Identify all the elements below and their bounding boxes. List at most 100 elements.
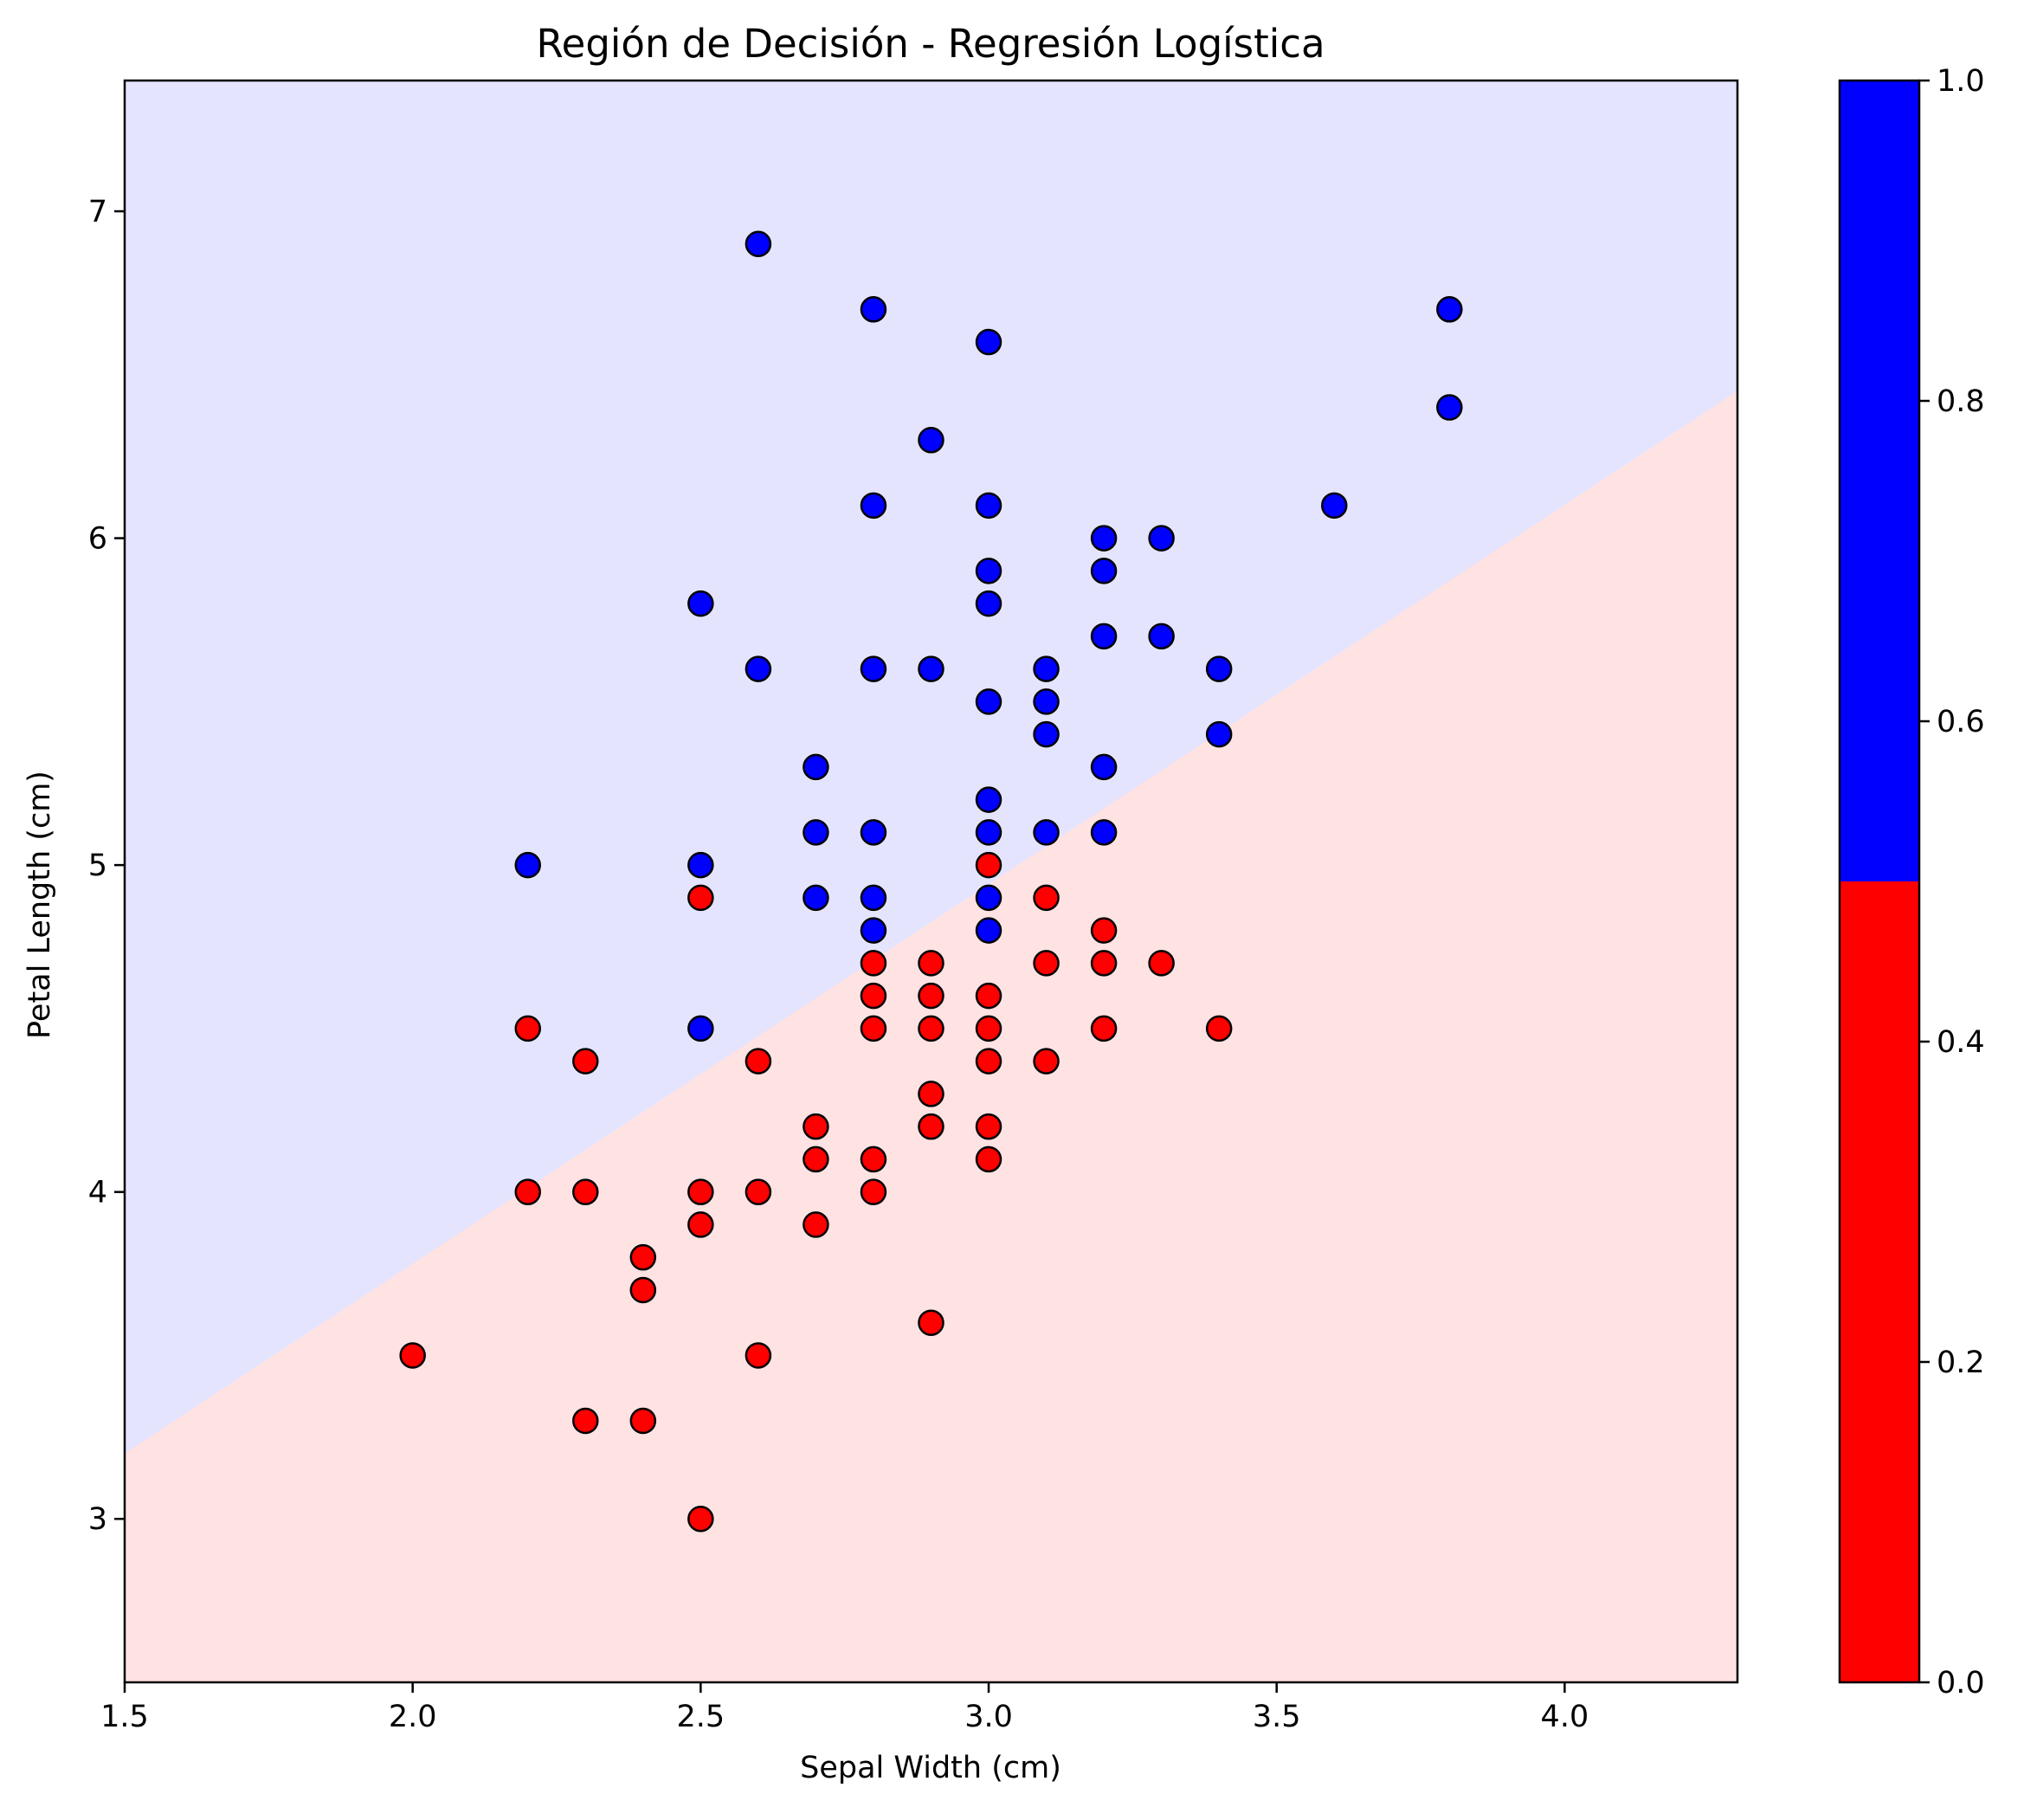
data-point	[1090, 1015, 1118, 1042]
data-point	[744, 655, 772, 682]
data-point	[744, 1048, 772, 1075]
y-axis-label: Petal Length (cm)	[23, 771, 57, 1039]
x-tick-label: 1.5	[100, 1700, 149, 1734]
data-point	[399, 1342, 426, 1369]
colorbar-tick-label: 0.2	[1937, 1346, 1985, 1380]
data-point	[514, 1015, 541, 1042]
y-tick-label: 5	[88, 849, 107, 883]
x-tick-label: 3.0	[964, 1700, 1013, 1734]
data-point	[860, 655, 887, 682]
data-point	[975, 558, 1002, 584]
data-point	[1033, 720, 1060, 748]
decision-region-class-1	[125, 81, 1737, 1454]
data-point	[975, 884, 1002, 912]
data-point	[514, 851, 541, 879]
data-point	[860, 1146, 887, 1173]
data-point	[975, 590, 1002, 617]
data-point	[572, 1178, 599, 1205]
colorbar-low-segment	[1840, 881, 1919, 1682]
data-point	[629, 1276, 657, 1304]
data-point	[1205, 1015, 1233, 1042]
data-point	[744, 230, 772, 258]
data-point	[860, 917, 887, 944]
y-axis: 3 4 5 6 7	[88, 195, 125, 1537]
data-point	[1090, 819, 1118, 846]
data-point	[687, 1015, 714, 1042]
data-point	[860, 1178, 887, 1205]
data-point	[803, 1211, 829, 1238]
data-point	[918, 655, 944, 682]
data-point	[975, 982, 1002, 1010]
colorbar-tick-label: 0.8	[1937, 384, 1985, 419]
data-point	[918, 950, 944, 977]
x-axis-label: Sepal Width (cm)	[800, 1751, 1061, 1785]
data-point	[514, 1178, 541, 1205]
data-point	[860, 950, 887, 977]
data-point	[975, 328, 1002, 356]
data-point	[918, 1113, 944, 1140]
plot-area	[123, 79, 1739, 1684]
data-point	[1033, 884, 1060, 912]
data-point	[975, 786, 1002, 813]
data-point	[860, 884, 887, 912]
data-point	[687, 1211, 714, 1238]
data-point	[860, 982, 887, 1010]
data-point	[572, 1048, 599, 1075]
data-point	[1090, 917, 1118, 944]
data-point	[975, 492, 1002, 520]
data-point	[1090, 753, 1118, 781]
data-point	[918, 427, 944, 454]
data-point	[1436, 394, 1463, 421]
data-point	[918, 1309, 944, 1336]
data-point	[1090, 525, 1118, 552]
colorbar-frame	[1838, 79, 1921, 1684]
colorbar-tick-label: 1.0	[1937, 64, 1985, 99]
data-point	[803, 884, 829, 912]
data-point	[918, 982, 944, 1010]
data-point	[629, 1243, 657, 1271]
data-point	[860, 492, 887, 520]
colorbar-tick-label: 0.4	[1937, 1025, 1985, 1060]
scatter-points	[399, 230, 1463, 1533]
colorbar-ticks: 0.0 0.2 0.4 0.6 0.8 1.0	[1919, 64, 1985, 1701]
data-point	[744, 1342, 772, 1369]
data-point	[975, 819, 1002, 846]
y-tick-label: 3	[88, 1502, 107, 1537]
data-point	[1033, 1048, 1060, 1075]
data-point	[687, 1505, 714, 1533]
y-tick-label: 7	[88, 195, 107, 229]
data-point	[1148, 950, 1175, 977]
plot-frame	[123, 79, 1739, 1684]
data-point	[1321, 492, 1348, 520]
y-tick-label: 6	[88, 522, 107, 557]
data-point	[1148, 623, 1175, 650]
colorbar-tick-label: 0.0	[1937, 1666, 1985, 1701]
data-point	[1090, 950, 1118, 977]
data-point	[803, 753, 829, 781]
data-point	[975, 1146, 1002, 1173]
data-point	[975, 688, 1002, 715]
x-tick-label: 4.0	[1541, 1700, 1589, 1734]
chart-title: Región de Decisión - Regresión Logística	[536, 21, 1325, 67]
data-point	[860, 1015, 887, 1042]
data-point	[860, 296, 887, 323]
data-point	[803, 819, 829, 846]
y-tick-label: 4	[88, 1176, 107, 1210]
x-tick-label: 2.0	[389, 1700, 437, 1734]
data-point	[687, 590, 714, 617]
data-point	[1090, 558, 1118, 584]
data-point	[1148, 525, 1175, 552]
data-point	[975, 851, 1002, 879]
colorbar-high-segment	[1840, 81, 1919, 881]
colorbar: 0.0 0.2 0.4 0.6 0.8 1.0	[1838, 64, 1985, 1701]
data-point	[975, 1113, 1002, 1140]
data-point	[1033, 950, 1060, 977]
x-tick-label: 2.5	[677, 1700, 725, 1734]
data-point	[1033, 655, 1060, 682]
data-point	[687, 851, 714, 879]
data-point	[975, 1048, 1002, 1075]
data-point	[975, 1015, 1002, 1042]
data-point	[1033, 819, 1060, 846]
data-point	[572, 1407, 599, 1435]
